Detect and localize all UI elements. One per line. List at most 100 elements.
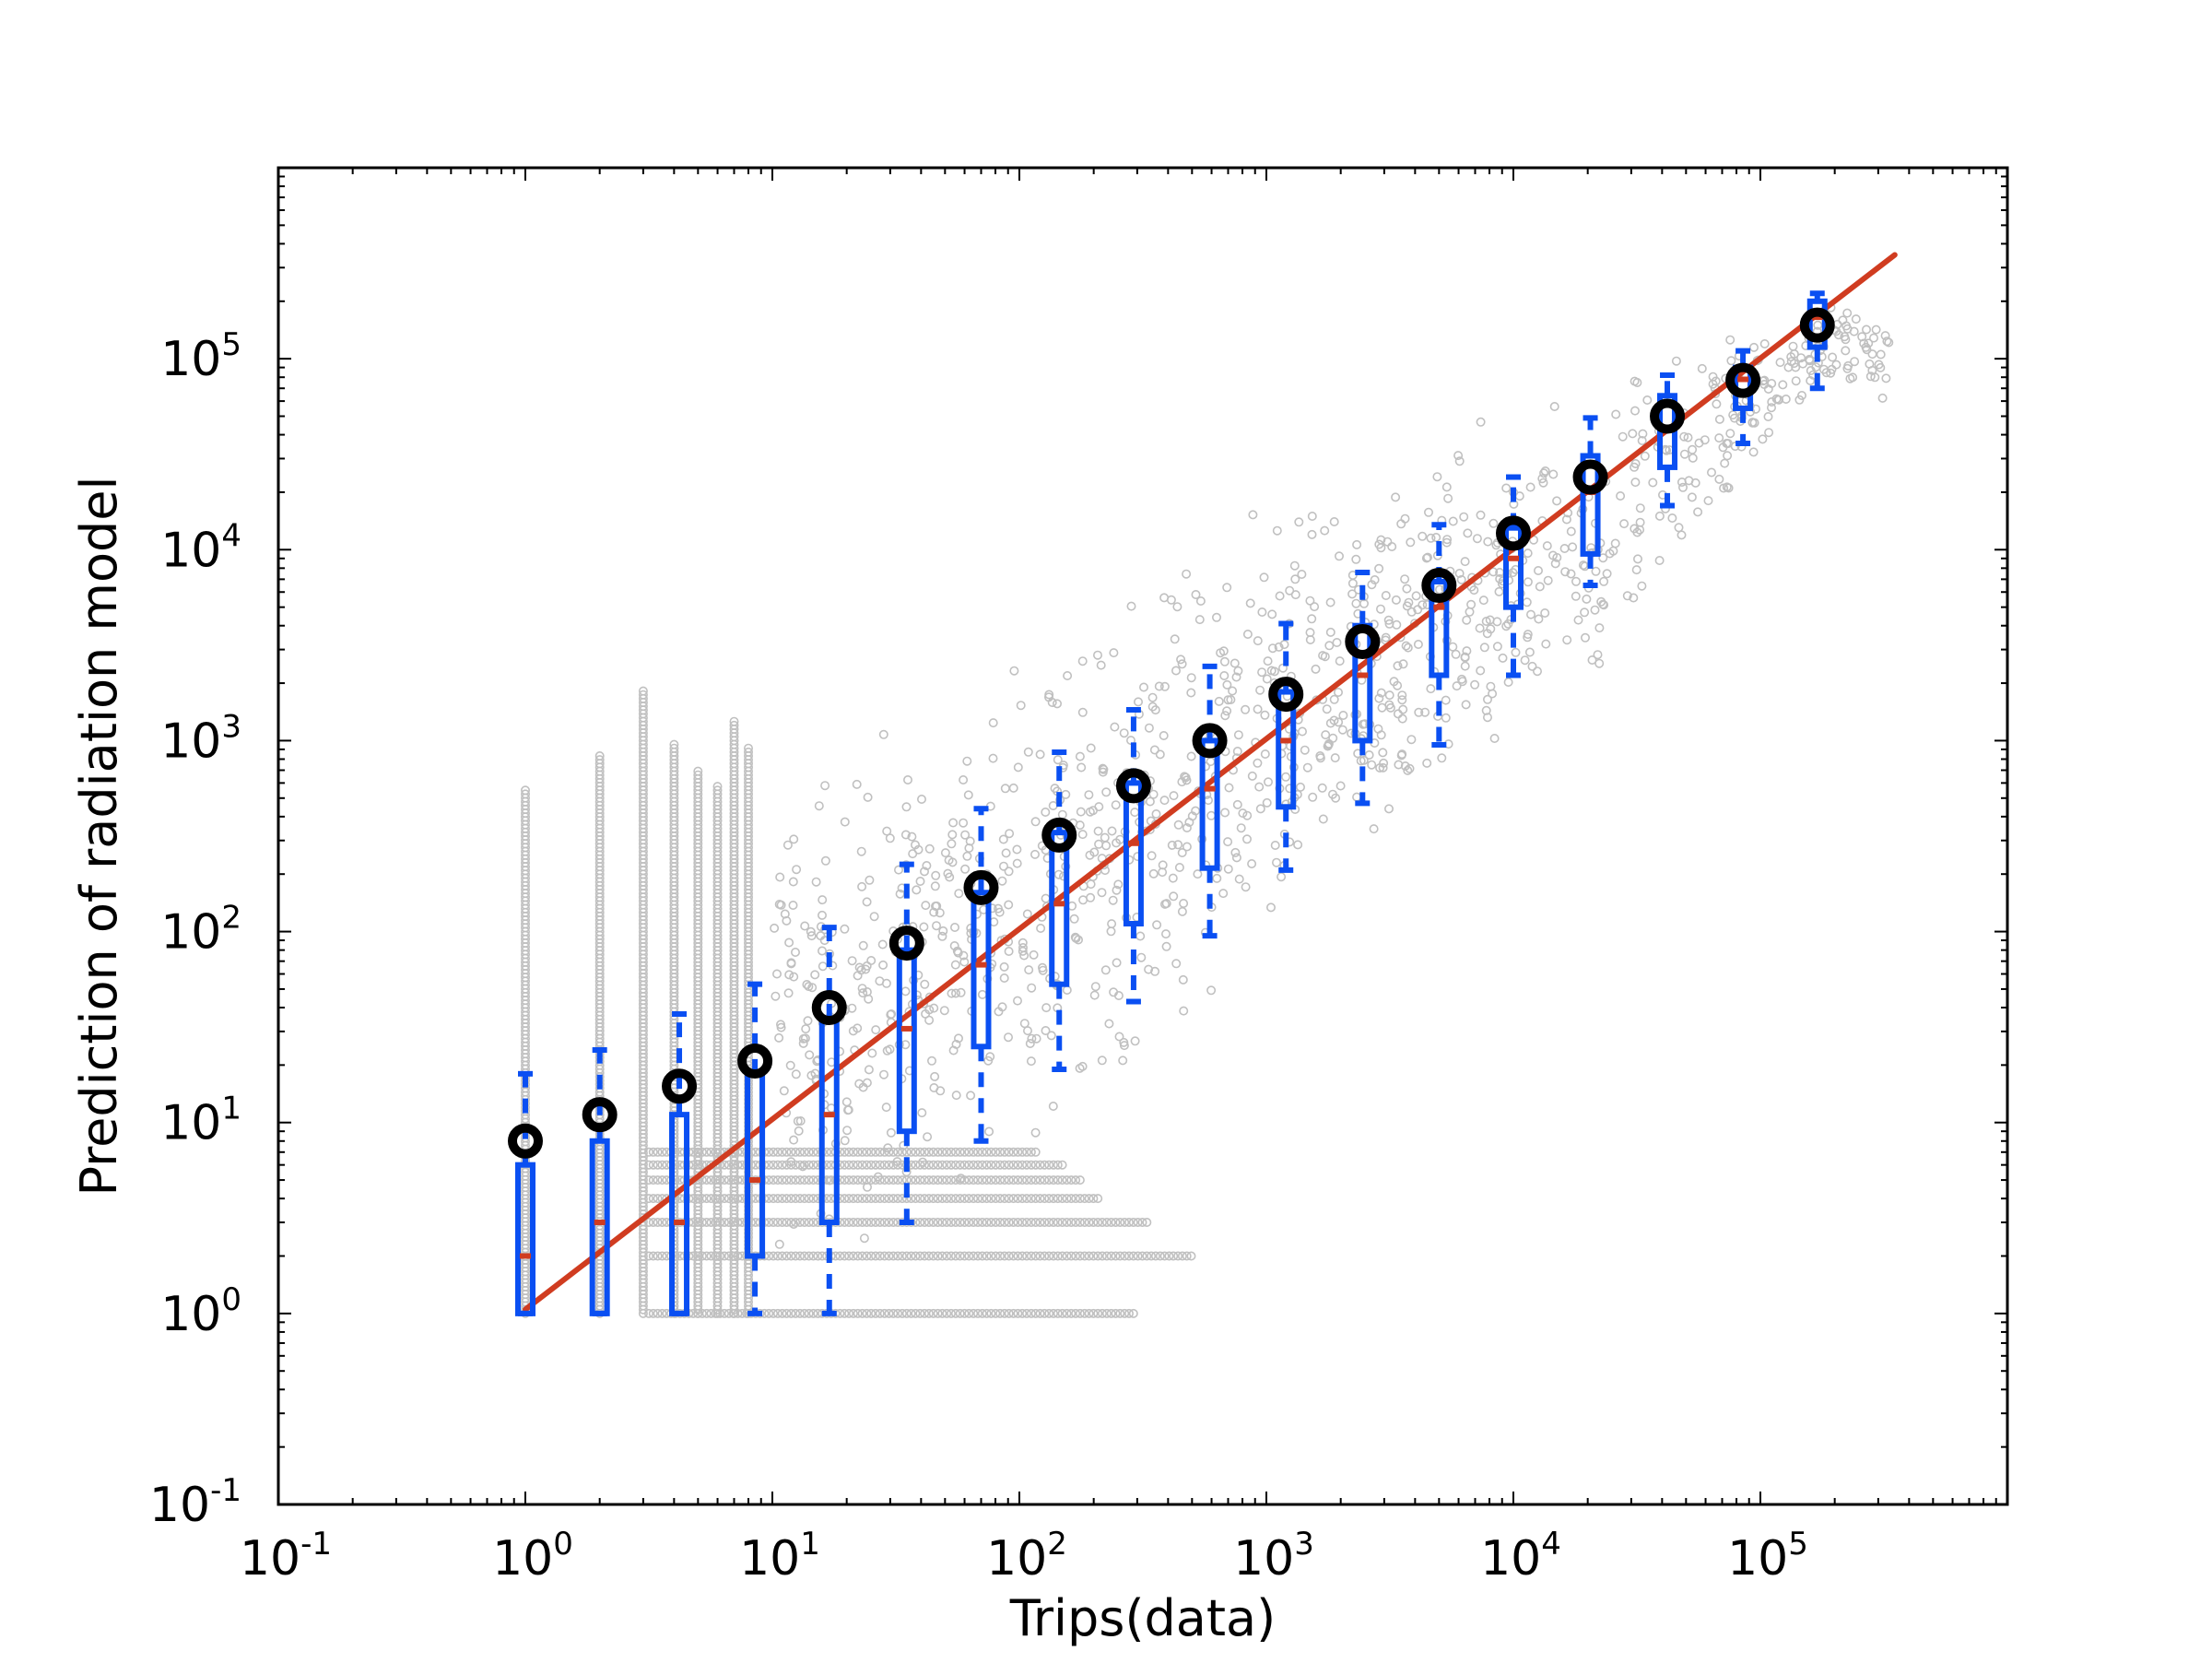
scatter-point bbox=[1562, 635, 1572, 645]
scatter-point bbox=[1550, 559, 1560, 569]
scatter-point bbox=[1186, 673, 1196, 683]
scatter-point bbox=[928, 1308, 938, 1318]
scatter-point bbox=[977, 1160, 987, 1170]
scatter-point bbox=[808, 1308, 818, 1318]
scatter-point bbox=[924, 1308, 934, 1318]
scatter-point bbox=[879, 1160, 889, 1170]
box-iqr bbox=[1503, 525, 1524, 610]
scatter-point bbox=[1426, 533, 1436, 543]
scatter-point bbox=[1159, 681, 1170, 691]
scatter-point bbox=[1089, 990, 1100, 1000]
scatter-point bbox=[1025, 1039, 1035, 1049]
scatter-point bbox=[947, 1194, 957, 1204]
scatter-point bbox=[1476, 666, 1486, 676]
scatter-point bbox=[1421, 553, 1431, 563]
scatter-point bbox=[973, 1308, 983, 1318]
scatter-point bbox=[1101, 787, 1112, 797]
scatter-point bbox=[1533, 666, 1543, 677]
scatter-point bbox=[638, 686, 648, 696]
scatter-point bbox=[791, 1194, 801, 1204]
scatter-point bbox=[995, 1175, 1006, 1185]
scatter-point bbox=[786, 1157, 796, 1167]
scatter-point bbox=[648, 1175, 658, 1185]
scatter-point bbox=[950, 922, 960, 932]
scatter-point bbox=[729, 720, 739, 730]
scatter-point bbox=[875, 1194, 885, 1204]
scatter-point bbox=[1494, 586, 1504, 596]
scatter-point bbox=[1677, 477, 1687, 487]
scatter-point bbox=[858, 940, 868, 950]
scatter-point bbox=[1384, 690, 1394, 701]
scatter-point bbox=[942, 1194, 952, 1204]
scatter-point bbox=[1004, 947, 1014, 957]
scatter-point bbox=[991, 1218, 1001, 1228]
scatter-point bbox=[1311, 664, 1321, 674]
scatter-point bbox=[1151, 808, 1161, 819]
scatter-point bbox=[986, 1194, 996, 1204]
scatter-point bbox=[1749, 418, 1759, 428]
scatter-point bbox=[920, 1147, 930, 1157]
scatter-point bbox=[1224, 783, 1234, 793]
scatter-point bbox=[1241, 882, 1251, 892]
scatter-point bbox=[901, 802, 912, 812]
scatter-point bbox=[875, 1160, 885, 1170]
scatter-point bbox=[848, 1194, 858, 1204]
scatter-point bbox=[1278, 663, 1288, 673]
scatter-point bbox=[1232, 799, 1242, 809]
scatter-point bbox=[777, 1218, 787, 1228]
scatter-point bbox=[1413, 605, 1423, 615]
scatter-point bbox=[777, 1147, 787, 1157]
scatter-point bbox=[1398, 659, 1408, 669]
scatter-point bbox=[1245, 598, 1255, 608]
scatter-point bbox=[937, 1147, 947, 1157]
scatter-point bbox=[1040, 1218, 1050, 1228]
scatter-point bbox=[982, 1175, 992, 1185]
scatter-point bbox=[1023, 747, 1033, 757]
scatter-point bbox=[804, 1147, 814, 1157]
scatter-point bbox=[786, 1147, 796, 1157]
x-axis-label: Trips(data) bbox=[1009, 1589, 1276, 1647]
scatter-point bbox=[1040, 1194, 1050, 1204]
x-tick-label: 10-1 bbox=[240, 1526, 332, 1586]
scatter-point bbox=[1013, 1218, 1023, 1228]
scatter-point bbox=[995, 1308, 1006, 1318]
x-tick-labels: 10-1 100 101 102 103 104 105 bbox=[240, 1526, 1808, 1586]
scatter-point bbox=[906, 1308, 916, 1318]
scatter-point bbox=[1212, 612, 1222, 622]
scatter-point bbox=[1041, 1003, 1052, 1013]
scatter-point bbox=[701, 1147, 712, 1157]
scatter-point bbox=[825, 1175, 835, 1185]
scatter-point bbox=[799, 1147, 809, 1157]
scatter-point bbox=[1260, 749, 1270, 759]
scatter-point bbox=[866, 1251, 877, 1261]
scatter-point bbox=[1573, 615, 1583, 625]
scatter-point bbox=[790, 948, 800, 958]
y-tick-label: 104 bbox=[160, 517, 241, 578]
scatter-point bbox=[772, 1160, 782, 1170]
scatter-point bbox=[1285, 585, 1295, 596]
scatter-point bbox=[848, 1251, 858, 1261]
scatter-point bbox=[1057, 1175, 1067, 1185]
scatter-point bbox=[1230, 658, 1240, 668]
scatter-point bbox=[810, 970, 820, 980]
scatter-point bbox=[657, 1175, 667, 1185]
scatter-point bbox=[865, 875, 875, 885]
scatter-point bbox=[982, 1251, 992, 1261]
scatter-point bbox=[862, 1218, 872, 1228]
scatter-point bbox=[1581, 632, 1591, 643]
scatter-point bbox=[1539, 468, 1549, 478]
box-iqr bbox=[1199, 737, 1220, 871]
scatter-point bbox=[1352, 539, 1362, 549]
scatter-point bbox=[814, 801, 824, 811]
scatter-point bbox=[791, 1147, 801, 1157]
scatter-point bbox=[1334, 687, 1344, 697]
scatter-point bbox=[1884, 337, 1894, 348]
scatter-point bbox=[893, 1175, 903, 1185]
scatter-point bbox=[951, 988, 961, 998]
scatter-point bbox=[1040, 1251, 1050, 1261]
scatter-point bbox=[1160, 899, 1171, 909]
scatter-point bbox=[1026, 1308, 1036, 1318]
scatter-point bbox=[701, 1308, 712, 1318]
mean-marker bbox=[963, 869, 999, 905]
scatter-point bbox=[1009, 666, 1019, 676]
